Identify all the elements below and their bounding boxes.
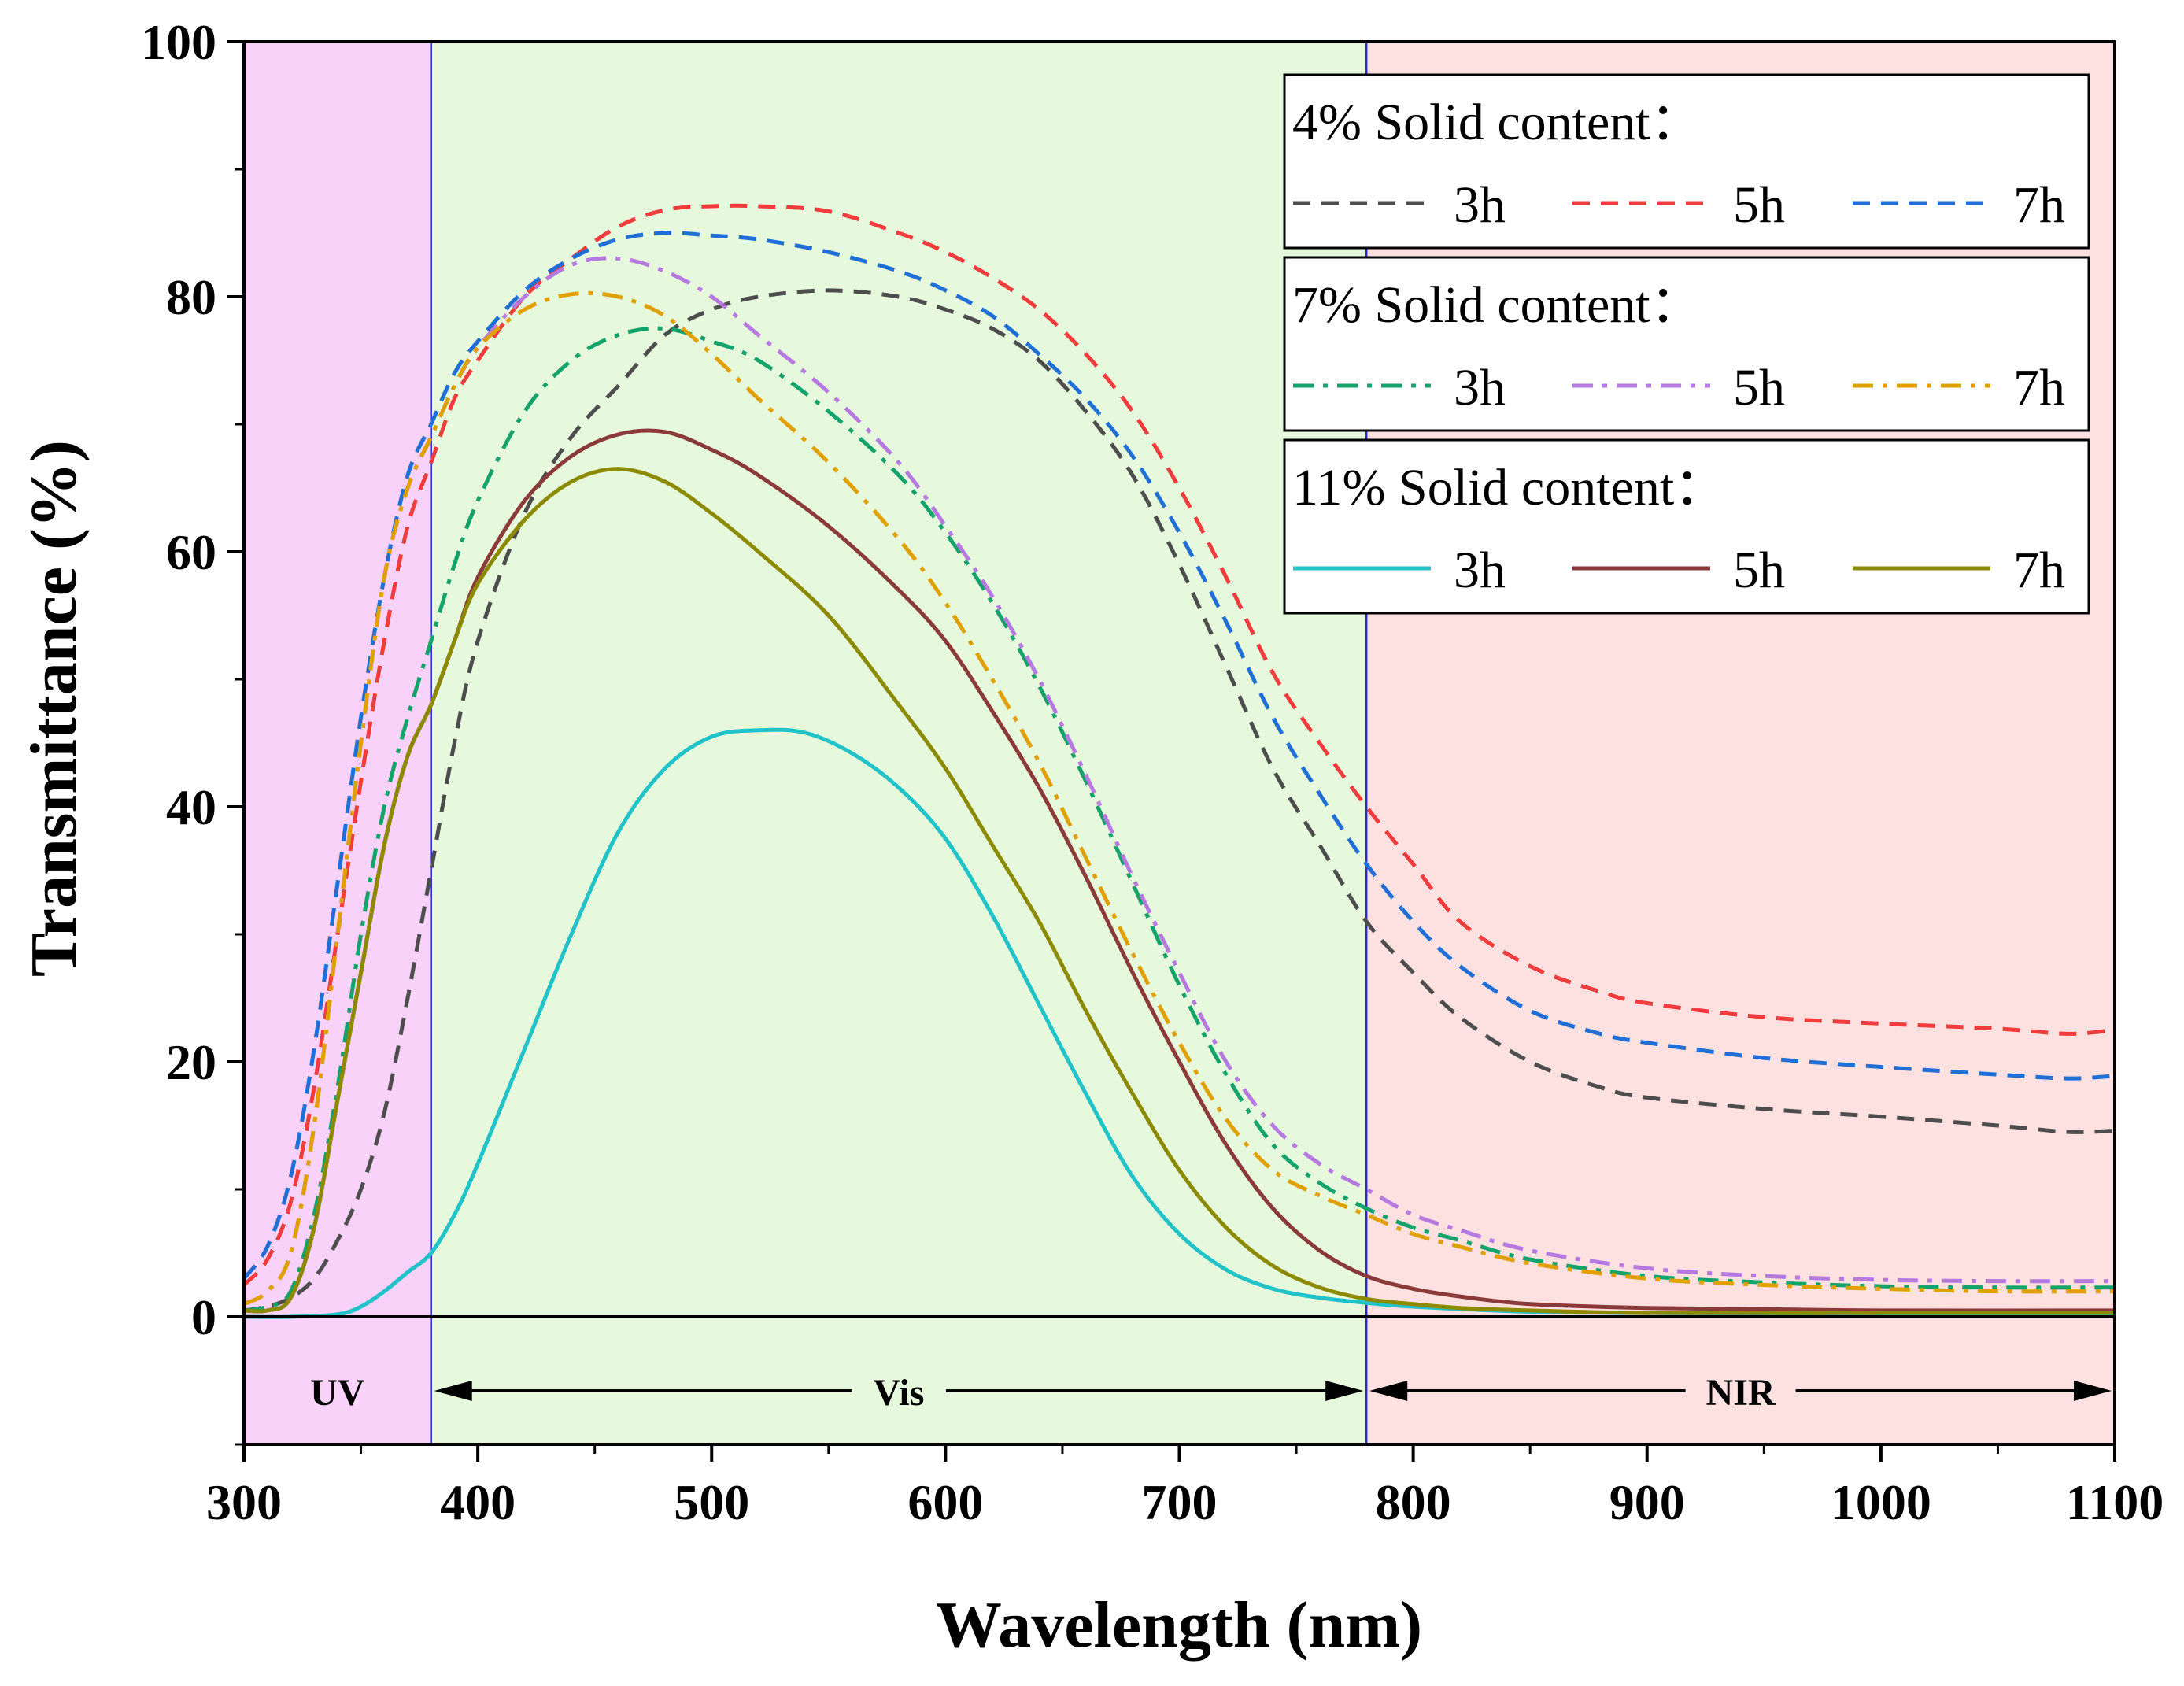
region-label-vis: Vis bbox=[873, 1372, 924, 1414]
legend-entry-label: 3h bbox=[1454, 359, 1506, 416]
legend: 4% Solid content： 3h 5h 7h 7% Solid content：… bbox=[1283, 73, 2090, 615]
y-tick-label: 100 bbox=[141, 14, 216, 70]
legend-entry-label: 3h bbox=[1454, 176, 1506, 234]
x-axis-title: Wavelength (nm) bbox=[936, 1588, 1422, 1662]
series-line-4pct-7h bbox=[242, 231, 2116, 1280]
y-axis-title: Transmittance (%) bbox=[17, 440, 91, 977]
x-tick-label: 800 bbox=[1376, 1474, 1451, 1530]
series-line-4pct-5h bbox=[242, 203, 2116, 1287]
arrow-head bbox=[1369, 1380, 1408, 1401]
arrow-head bbox=[1325, 1380, 1364, 1401]
legend-entry-label: 5h bbox=[1733, 176, 1785, 234]
series-line-7pct-3h bbox=[243, 326, 2116, 1313]
legend-group-title: 4% Solid content： bbox=[1292, 94, 1702, 151]
legend-entry-label: 7h bbox=[2013, 176, 2065, 234]
y-tick-label: 80 bbox=[166, 269, 216, 325]
y-tick-label: 20 bbox=[166, 1034, 216, 1090]
region-label-uv: UV bbox=[310, 1372, 365, 1414]
region-label-nir: NIR bbox=[1706, 1372, 1776, 1414]
legend-entry-label: 5h bbox=[1733, 542, 1785, 599]
legend-box bbox=[1283, 256, 2090, 432]
legend-entry-label: 7h bbox=[2013, 542, 2065, 599]
legend-box bbox=[1283, 73, 2090, 250]
x-tick-label: 500 bbox=[674, 1474, 749, 1530]
region-vis bbox=[431, 42, 1367, 1444]
region-annotations: UV Vis NIR bbox=[310, 1372, 2112, 1414]
x-tick-label: 600 bbox=[907, 1474, 983, 1530]
x-tick-label: 1000 bbox=[1831, 1474, 1931, 1530]
x-tick-label: 900 bbox=[1609, 1474, 1685, 1530]
y-tick-label: 40 bbox=[166, 779, 216, 835]
series-line-11pct-7h bbox=[243, 467, 2115, 1315]
legend-entry-label: 3h bbox=[1454, 542, 1506, 599]
axes: 300 400 500 600 700 800 900 1000 1100 0 20 40 60 80 10… bbox=[141, 14, 2164, 1530]
series-layer bbox=[242, 203, 2116, 1319]
region-nir bbox=[1366, 42, 2115, 1444]
legend-group-title: 7% Solid content： bbox=[1292, 276, 1702, 334]
arrow-head bbox=[434, 1380, 472, 1401]
x-tick-label: 1100 bbox=[2066, 1474, 2164, 1530]
series-line-4pct-3h bbox=[243, 288, 2116, 1313]
x-tick-label: 700 bbox=[1142, 1474, 1218, 1530]
legend-group-title: 11% Solid content： bbox=[1292, 459, 1726, 516]
x-tick-label: 300 bbox=[206, 1474, 282, 1530]
x-tick-label: 400 bbox=[440, 1474, 516, 1530]
legend-entry-label: 5h bbox=[1733, 359, 1785, 416]
y-tick-label: 60 bbox=[166, 524, 216, 580]
region-uv bbox=[244, 42, 431, 1444]
arrow-head bbox=[2074, 1380, 2112, 1401]
legend-box bbox=[1283, 438, 2090, 615]
legend-entry-label: 7h bbox=[2013, 359, 2065, 416]
y-tick-label: 0 bbox=[191, 1289, 216, 1345]
